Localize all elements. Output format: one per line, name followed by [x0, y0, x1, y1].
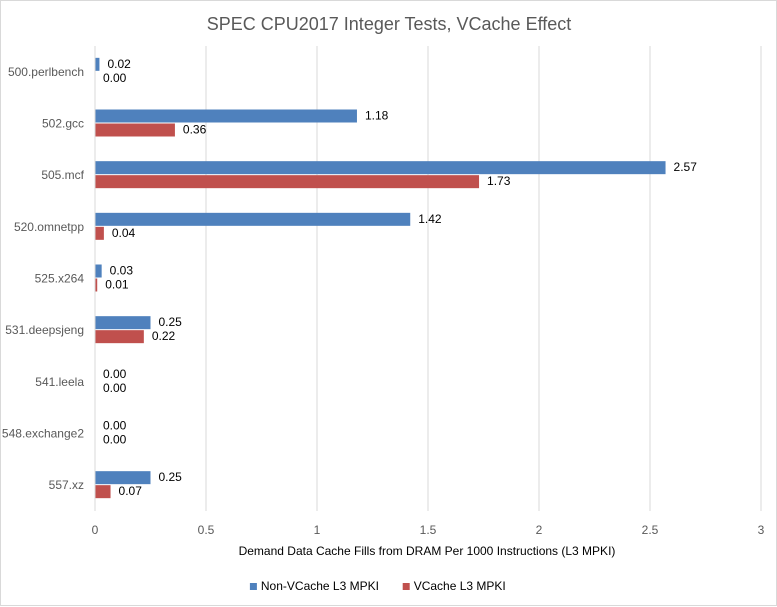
bars: 0.020.001.180.362.571.731.420.040.030.01…	[95, 57, 698, 499]
data-label: 0.25	[159, 315, 183, 329]
data-label: 0.00	[103, 367, 127, 381]
bar	[95, 264, 102, 278]
data-label: 0.25	[159, 470, 183, 484]
data-label: 0.07	[119, 484, 143, 498]
data-label: 0.00	[103, 419, 127, 433]
data-label: 0.00	[103, 433, 127, 447]
bar	[95, 161, 666, 175]
legend-swatch	[402, 583, 410, 590]
legend-label: VCache L3 MPKI	[414, 579, 506, 593]
bar	[95, 109, 357, 123]
x-tick-label: 2.5	[642, 523, 659, 537]
data-label: 0.02	[107, 57, 131, 71]
data-label: 1.18	[365, 109, 389, 123]
data-label: 2.57	[674, 160, 698, 174]
legend: Non-VCache L3 MPKI VCache L3 MPKI	[249, 579, 506, 593]
chart-title: SPEC CPU2017 Integer Tests, VCache Effec…	[207, 14, 572, 34]
category-label: 531.deepsjeng	[5, 323, 84, 337]
bar	[95, 316, 151, 330]
category-label: 541.leela	[35, 375, 84, 389]
legend-label: Non-VCache L3 MPKI	[261, 579, 379, 593]
data-label: 0.04	[112, 226, 136, 240]
bar	[95, 175, 480, 189]
category-label: 502.gcc	[42, 117, 84, 131]
bar	[95, 123, 175, 137]
category-label: 500.perlbench	[8, 65, 84, 79]
category-label: 557.xz	[49, 478, 84, 492]
data-label: 0.00	[103, 71, 127, 85]
bar	[95, 471, 151, 485]
bar	[95, 330, 144, 344]
legend-item: VCache L3 MPKI	[402, 579, 506, 593]
gridlines	[205, 46, 762, 511]
bar	[95, 226, 104, 240]
x-tick-label: 0.5	[198, 523, 215, 537]
x-tick-label: 2	[536, 523, 543, 537]
category-label: 520.omnetpp	[14, 220, 84, 234]
x-tick-label: 1.5	[420, 523, 437, 537]
bar	[95, 212, 411, 226]
data-label: 0.00	[103, 381, 127, 395]
bar	[95, 485, 111, 499]
bar	[95, 57, 100, 71]
x-tick-label: 3	[758, 523, 765, 537]
legend-item: Non-VCache L3 MPKI	[249, 579, 379, 593]
category-label: 548.exchange2	[2, 427, 84, 441]
data-label: 0.01	[105, 278, 129, 292]
x-axis-title: Demand Data Cache Fills from DRAM Per 10…	[239, 544, 616, 558]
data-label: 0.22	[152, 329, 176, 343]
bar	[95, 278, 98, 292]
axes: 0 0.5 1 1.5 2 2.5 3 500.perlbench 502.gcc 505.mcf…	[2, 46, 765, 537]
data-label: 1.73	[487, 174, 511, 188]
x-tick-label: 0	[92, 523, 99, 537]
data-label: 0.36	[183, 123, 207, 137]
category-label: 505.mcf	[41, 168, 84, 182]
legend-swatch	[249, 583, 257, 590]
category-label: 525.x264	[35, 272, 85, 286]
x-tick-label: 1	[314, 523, 321, 537]
data-label: 0.03	[110, 264, 134, 278]
data-label: 1.42	[418, 212, 442, 226]
